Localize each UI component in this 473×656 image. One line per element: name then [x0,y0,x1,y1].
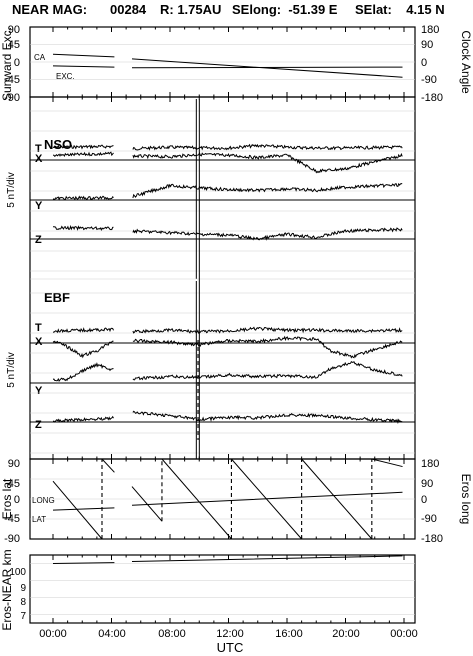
eros-long-segment [301,458,373,540]
ebf-series-t [53,326,403,334]
ebf-label-t: T [35,322,42,334]
sunward-left-label: Sunward Exc. [0,27,14,101]
nso-left-label: 5 nT/div [6,172,17,208]
nso-series-y [52,182,403,201]
eros-right-tick-3: -90 [421,513,437,525]
sunward-left-tick-1: 45 [8,39,20,51]
eros-left-tick-0: 90 [8,458,20,470]
eros-right-tick-0: 180 [421,458,439,470]
eros-left-tick-2: 0 [14,494,20,506]
trace-label-exc: EXC. [56,72,75,81]
eros-right-tick-2: 0 [421,494,427,506]
trace-label-lat: LAT [32,515,46,524]
eros-left-tick-3: -45 [4,513,20,525]
x-axis: 00:00 04:00 08:00 12:00 16:00 20:00 00:0… [39,628,418,655]
ebf-label-z: Z [35,419,42,431]
sunward-left-tick-0: 90 [8,24,20,36]
range-series [52,555,403,564]
nso-label-t: T [35,143,42,155]
range-tick-0: 100 [9,567,26,578]
range-axes: 100 9 8 7 Eros-NEAR km [0,549,26,630]
x-tick-3: 12:00 [216,628,244,640]
x-tick-6: 00:00 [390,628,418,640]
range-left-label: Eros-NEAR km [0,549,14,630]
sunward-right-tick-0: 180 [421,24,439,36]
ebf-label-y: Y [35,385,43,397]
header-orbit: 00284 [110,2,147,17]
nso-label-y: Y [35,200,43,212]
nso-label-z: Z [35,234,42,246]
nso-series-x [52,151,403,174]
range-tick-1: 9 [20,583,26,594]
header-selong: SElong: -51.39 E [232,2,338,17]
sunward-right-tick-1: 90 [421,39,433,51]
eros-left-tick-4: -90 [4,533,20,545]
trace-label-ca: CA [34,53,46,62]
eros-long-segment [371,458,403,468]
ebf-series-x [52,335,403,359]
nso-series-z [52,224,403,241]
trace-label-long: LONG [32,496,55,505]
x-tick-0: 00:00 [39,628,67,640]
header-selat: SElat: 4.15 N [355,2,445,17]
eros-long-segment [231,458,303,540]
sunward-series-exc [52,65,403,69]
header-mission: NEAR MAG: [12,2,87,17]
mag-axes: NSO EBF 5 nT/div 5 nT/div T X Y Z T X Y … [6,137,72,431]
x-tick-1: 04:00 [98,628,126,640]
eros-left-label: Eros lat [0,478,14,519]
range-tick-3: 7 [20,611,26,622]
ebf-series-z [52,410,403,425]
x-axis-label: UTC [217,640,244,655]
eros-long-segment [161,458,232,540]
ebf-label-x: X [35,336,43,348]
x-tick-5: 20:00 [332,628,360,640]
x-tick-4: 16:00 [275,628,303,640]
ebf-title: EBF [44,290,70,305]
nso-label-x: X [35,153,43,165]
nso-series-t [52,143,403,151]
sunward-right-tick-3: -90 [421,74,437,86]
eros-long-segment [131,486,163,522]
sunward-series-ca [52,53,403,78]
sunward-left-tick-4: -90 [4,92,20,104]
range-panel-frame [29,554,416,624]
x-tick-2: 08:00 [158,628,186,640]
ebf-series-y [52,360,403,383]
eros-right-tick-1: 90 [421,478,433,490]
range-tick-2: 8 [20,597,26,608]
ebf-left-label: 5 nT/div [6,352,17,388]
eros-left-tick-1: 45 [8,478,20,490]
sunward-right-tick-4: -180 [421,92,443,104]
eros-long-segment [101,458,115,473]
eros-right-label: Eros long [459,474,473,525]
figure-header: NEAR MAG: 00284 R: 1.75AU SElong: -51.39… [12,2,445,17]
eros-axes: 90 45 0 -45 -90 180 90 0 -90 -180 Eros l… [0,458,473,545]
header-distance: R: 1.75AU [160,2,221,17]
sunward-axes: 90 45 0 -45 -90 180 90 0 -90 -180 Sunwar… [0,24,473,104]
sunward-left-tick-3: -45 [4,74,20,86]
nso-title: NSO [44,137,72,152]
chart-marks-layer [30,27,415,623]
eros-right-tick-4: -180 [421,533,443,545]
eros-series-lat [52,491,403,511]
eros-long-segment [52,480,103,540]
sunward-right-label: Clock Angle [459,30,473,94]
sunward-left-tick-2: 0 [14,57,20,69]
sunward-right-tick-2: 0 [421,57,427,69]
